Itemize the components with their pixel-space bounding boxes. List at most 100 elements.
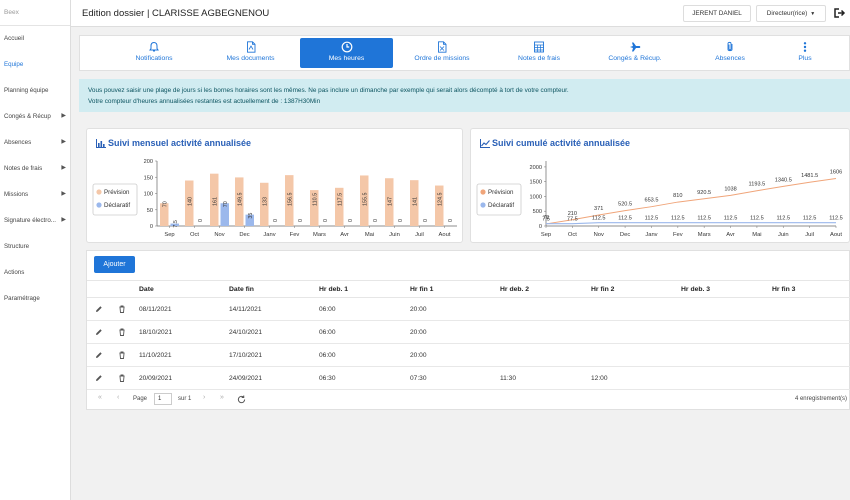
- record-count: 4 enregistrement(s): [794, 396, 847, 402]
- line-data-label: 1038: [724, 186, 736, 192]
- logout-icon[interactable]: [832, 5, 846, 21]
- sidebar-item[interactable]: Paramétrage: [0, 286, 70, 312]
- user-button[interactable]: JERENT DANIEL: [683, 5, 751, 22]
- y-tick-label: 50: [147, 208, 153, 214]
- sidebar-item[interactable]: Congés & Récup ▶: [0, 104, 70, 130]
- table-cell: 24/10/2021: [229, 329, 263, 336]
- column-header[interactable]: Date fin: [229, 286, 254, 293]
- bar: [170, 223, 179, 226]
- line-data-label: 112.5: [671, 216, 685, 222]
- sidebar-item[interactable]: Structure: [0, 234, 70, 260]
- sidebar-item[interactable]: Missions ▶: [0, 182, 70, 208]
- line-data-label: 70: [543, 215, 549, 221]
- tab-mes-documents[interactable]: Mes documents: [213, 38, 288, 68]
- add-button[interactable]: Ajouter: [94, 256, 135, 273]
- x-tick-label: Mai: [752, 232, 761, 238]
- chevron-right-icon: ▶: [61, 165, 66, 171]
- bar-data-label: 117.5: [337, 193, 343, 206]
- sidebar-item-label: Notes de frais: [4, 165, 43, 172]
- tab-label: Congés & Récup.: [608, 55, 662, 62]
- tab-absences[interactable]: Absences: [700, 38, 760, 68]
- bar: [385, 178, 394, 226]
- bar-data-label: 141: [412, 197, 418, 206]
- edit-icon[interactable]: [95, 328, 103, 336]
- table-row[interactable]: 11/10/2021 17/10/2021 06:00 20:00: [87, 344, 850, 367]
- x-tick-label: Dec: [620, 232, 630, 238]
- line-data-label: 77.5: [567, 217, 578, 223]
- y-tick-label: 1500: [530, 180, 542, 186]
- sidebar-item-label: Missions: [4, 191, 29, 198]
- more-vertical-icon: [803, 42, 807, 52]
- tab-plus[interactable]: Plus: [785, 38, 825, 68]
- sidebar-item[interactable]: Signature électro... ▶: [0, 208, 70, 234]
- sidebar-item[interactable]: Planning équipe: [0, 78, 70, 104]
- series-line: [545, 178, 837, 225]
- legend-marker: [96, 202, 102, 208]
- y-tick-label: 2000: [530, 165, 542, 171]
- column-header[interactable]: Hr deb. 3: [681, 286, 711, 293]
- column-header[interactable]: Hr fin 2: [591, 286, 615, 293]
- tab-ordre-de-missions[interactable]: Ordre de missions: [406, 38, 478, 68]
- sidebar-item[interactable]: Accueil: [0, 26, 70, 52]
- column-header[interactable]: Hr fin 1: [410, 286, 434, 293]
- page-total: sur 1: [178, 396, 192, 402]
- bar: [435, 185, 444, 226]
- bar-data-label: 0: [373, 219, 379, 222]
- table-cell: 07:30: [410, 375, 427, 382]
- line-data-label: 112.5: [803, 216, 817, 222]
- edit-icon[interactable]: [95, 305, 103, 313]
- refresh-icon[interactable]: [237, 395, 246, 404]
- y-tick-label: 150: [144, 175, 153, 181]
- x-tick-label: Oct: [568, 232, 577, 238]
- x-tick-label: Nov: [594, 232, 604, 238]
- sidebar-item-label: Signature électro...: [4, 217, 56, 224]
- first-page-icon[interactable]: «: [98, 394, 102, 401]
- trash-icon[interactable]: [118, 305, 126, 313]
- table-row[interactable]: 20/09/2021 24/09/2021 06:30 07:30 11:30 12:00: [87, 367, 850, 390]
- tab-conges-recup[interactable]: Congés & Récup.: [600, 38, 670, 68]
- last-page-icon[interactable]: »: [220, 394, 224, 401]
- plane-icon: [630, 42, 641, 52]
- line-data-label: 112.5: [750, 216, 764, 222]
- tab-notifications[interactable]: Notifications: [119, 38, 189, 68]
- x-tick-label: Juil: [805, 232, 814, 238]
- role-dropdown[interactable]: Directeur(rice) ▼: [756, 5, 826, 22]
- table-row[interactable]: 18/10/2021 24/10/2021 06:00 20:00: [87, 321, 850, 344]
- bar-data-label: 35: [248, 213, 254, 219]
- document-icon: [438, 41, 447, 53]
- table-cell: 20/09/2021: [139, 375, 173, 382]
- trash-icon[interactable]: [118, 328, 126, 336]
- line-data-label: 1606: [830, 170, 842, 176]
- line-data-label: 810: [673, 193, 682, 199]
- line-data-label: 112.5: [776, 216, 790, 222]
- column-header[interactable]: Hr fin 3: [772, 286, 796, 293]
- table-cell: 20:00: [410, 329, 427, 336]
- sidebar-item[interactable]: Equipe: [0, 52, 70, 78]
- edit-icon[interactable]: [95, 374, 103, 382]
- trash-icon[interactable]: [118, 374, 126, 382]
- prev-page-icon[interactable]: ‹: [117, 394, 120, 401]
- chevron-right-icon: ▶: [61, 217, 66, 223]
- table-cell: 06:30: [319, 375, 336, 382]
- sidebar-item[interactable]: Notes de frais ▶: [0, 156, 70, 182]
- cumulative-chart-card: Suivi cumulé activité annualisée 0 500 100…: [470, 128, 850, 243]
- column-header[interactable]: Date: [139, 286, 154, 293]
- brand-logo[interactable]: Beex: [0, 0, 70, 26]
- role-label: Directeur(rice): [766, 10, 808, 17]
- edit-icon[interactable]: [95, 351, 103, 359]
- tab-mes-heures[interactable]: Mes heures: [300, 38, 393, 68]
- sidebar-item[interactable]: Absences ▶: [0, 130, 70, 156]
- table-row[interactable]: 08/11/2021 14/11/2021 06:00 20:00: [87, 298, 850, 321]
- bar: [410, 180, 419, 226]
- page-input[interactable]: 1: [154, 393, 172, 405]
- trash-icon[interactable]: [118, 351, 126, 359]
- sidebar-item[interactable]: Actions: [0, 260, 70, 286]
- chart-legend: [92, 183, 138, 216]
- monthly-chart-title: Suivi mensuel activité annualisée: [96, 138, 251, 148]
- tab-notes-de-frais[interactable]: Notes de frais: [505, 38, 573, 68]
- column-header[interactable]: Hr deb. 2: [500, 286, 530, 293]
- table-header: Date Date fin Hr deb. 1 Hr fin 1 Hr deb.…: [87, 280, 850, 298]
- column-header[interactable]: Hr deb. 1: [319, 286, 349, 293]
- next-page-icon[interactable]: ›: [203, 394, 206, 401]
- line-data-label: 112.5: [618, 216, 632, 222]
